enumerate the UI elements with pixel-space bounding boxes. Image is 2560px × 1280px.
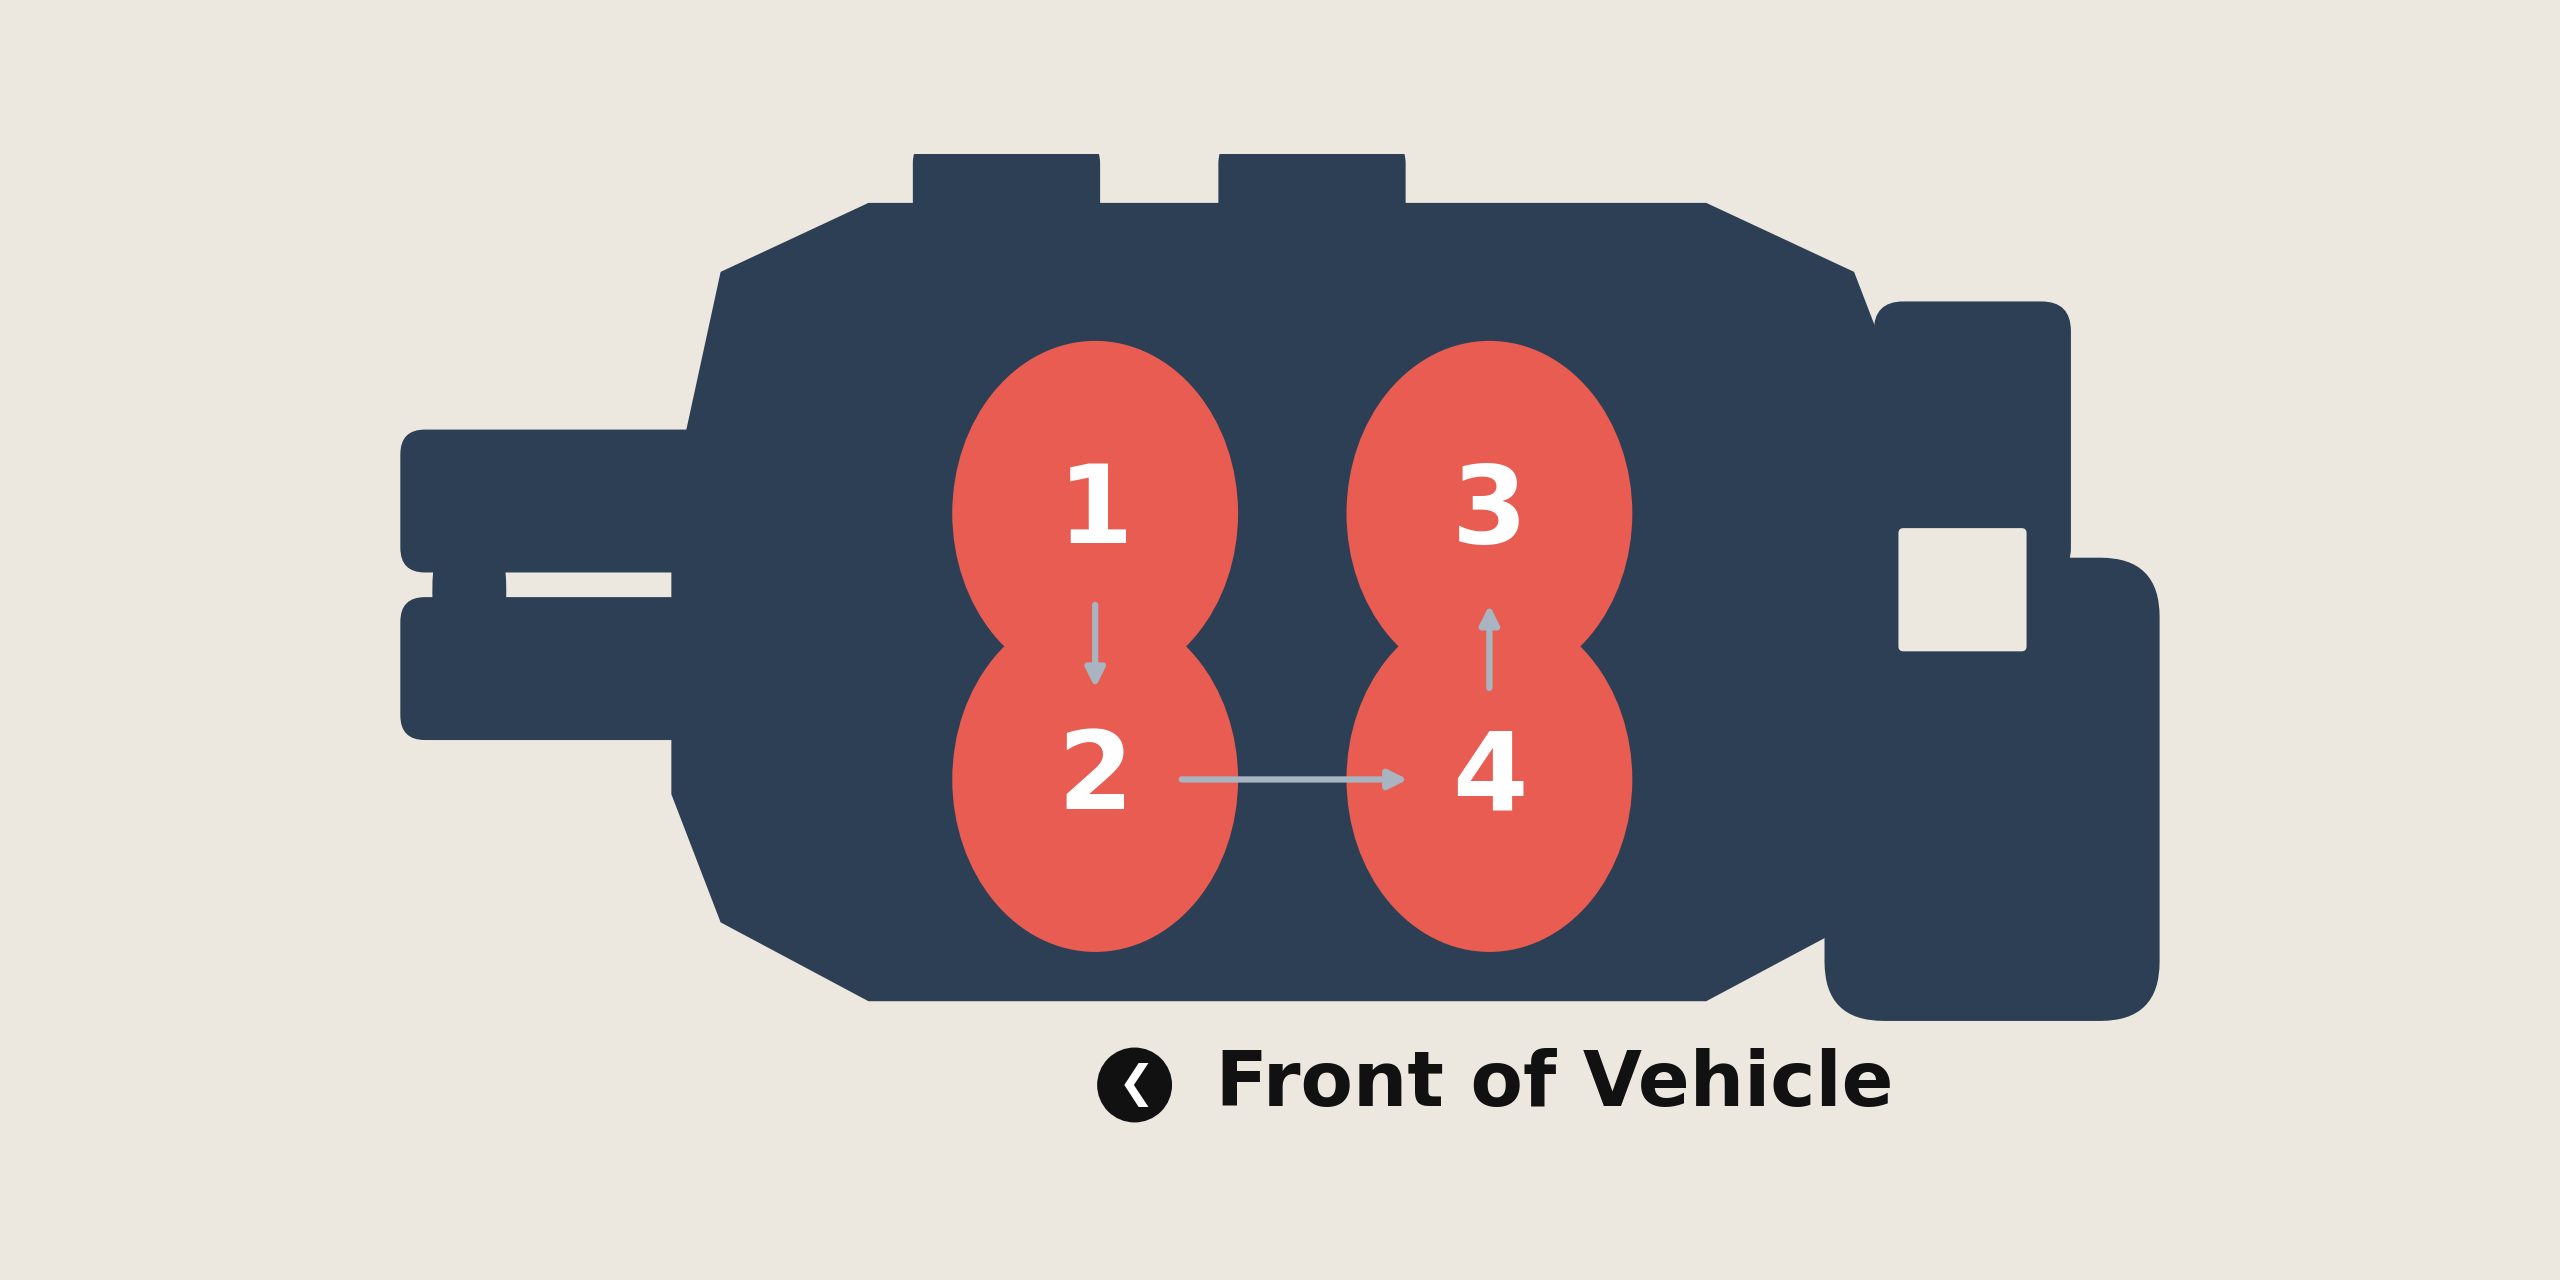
Text: ❮: ❮: [1119, 1062, 1155, 1107]
FancyBboxPatch shape: [1825, 558, 2161, 1021]
Circle shape: [1098, 1047, 1172, 1123]
Text: 1: 1: [1057, 461, 1134, 566]
FancyBboxPatch shape: [1277, 202, 1352, 282]
Ellipse shape: [1347, 607, 1633, 952]
Ellipse shape: [952, 340, 1239, 686]
FancyBboxPatch shape: [1219, 138, 1405, 257]
FancyBboxPatch shape: [399, 430, 745, 572]
Ellipse shape: [1347, 340, 1633, 686]
Text: 4: 4: [1452, 727, 1528, 832]
Text: Front of Vehicle: Front of Vehicle: [1188, 1048, 1894, 1123]
Text: 3: 3: [1452, 461, 1528, 566]
FancyBboxPatch shape: [1900, 529, 2028, 652]
FancyBboxPatch shape: [1874, 301, 2071, 577]
Ellipse shape: [952, 607, 1239, 952]
FancyBboxPatch shape: [978, 202, 1050, 282]
Text: 2: 2: [1057, 727, 1134, 832]
Polygon shape: [671, 202, 1905, 1001]
FancyBboxPatch shape: [399, 596, 745, 740]
Ellipse shape: [433, 484, 507, 700]
FancyBboxPatch shape: [914, 138, 1101, 257]
